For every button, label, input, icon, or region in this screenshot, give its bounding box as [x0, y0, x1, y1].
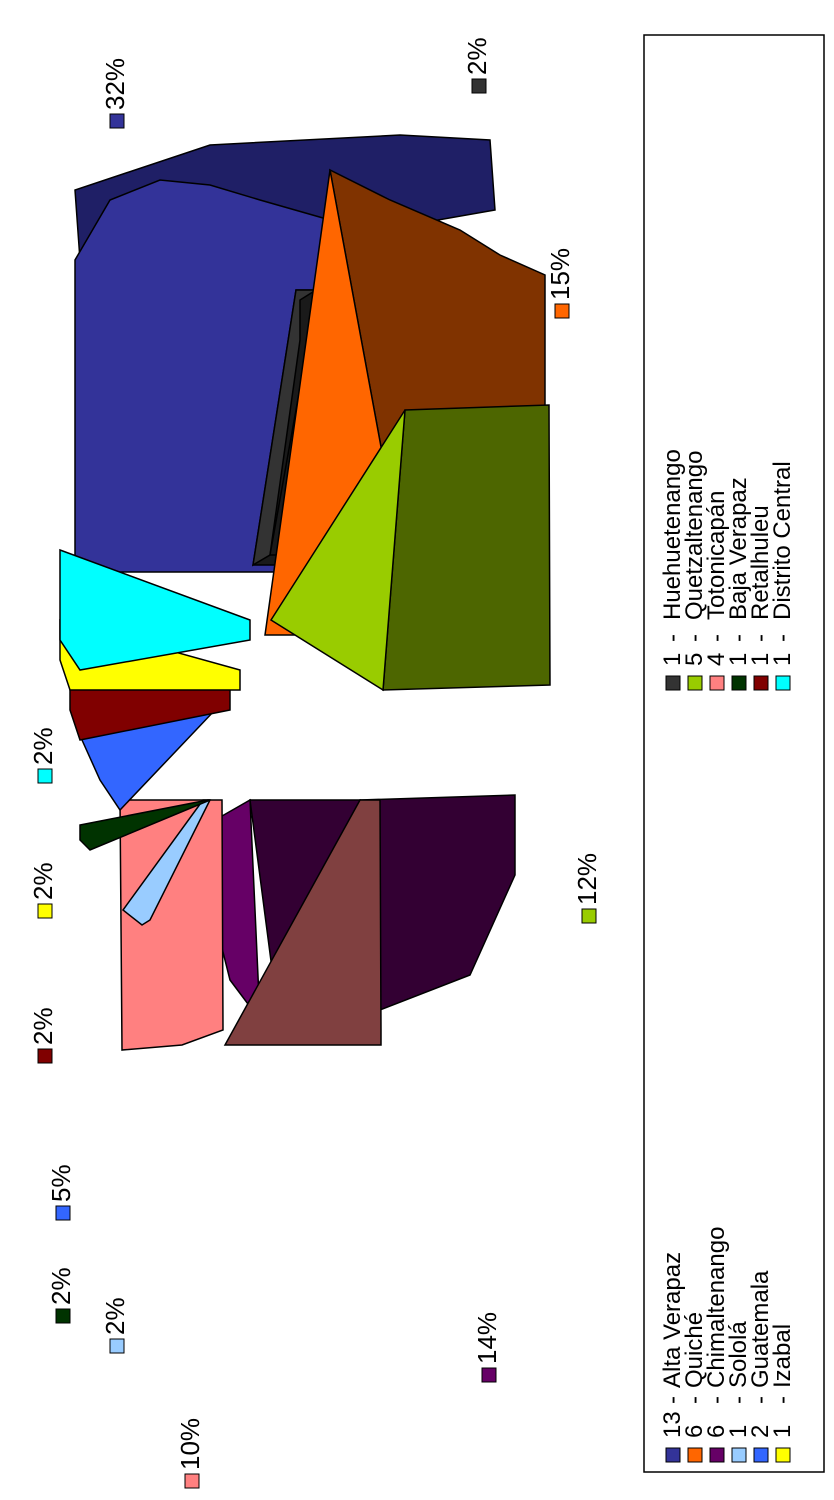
legend-label: Retalhuleu [747, 505, 774, 620]
legend-label: Totonicapán [703, 491, 730, 620]
legend-swatch [687, 1447, 703, 1463]
legend-column-1: 13 - Alta Verapaz 6 - Quiché 6 - Chimalt… [659, 1227, 796, 1463]
legend-swatch [665, 1447, 681, 1463]
legend-item-quetzaltenango: 5 - Quetzaltenango [681, 451, 708, 691]
svg-text:-: - [747, 1396, 774, 1404]
pie-slice-quetzaltenango [269, 409, 406, 692]
legend-swatch [687, 675, 703, 691]
legend-swatch [709, 1447, 725, 1463]
legend-count: 1 [769, 1425, 796, 1438]
pct-izabal: 2% [28, 862, 58, 900]
pct-retalhuleu: 2% [28, 1007, 58, 1045]
legend-swatch [665, 675, 681, 691]
pie-slice-distrito-central [59, 548, 251, 671]
pct-chimaltenango: 14% [472, 1312, 502, 1364]
svg-text:-: - [681, 1396, 708, 1404]
svg-text:-: - [769, 1396, 796, 1404]
pie-slice-quetzaltenango-side [382, 404, 551, 691]
svg-text:-: - [747, 634, 774, 642]
legend-box [643, 34, 825, 1473]
legend-item-solola: 1 - Sololá [725, 1321, 752, 1463]
legend-label: Huehuetenango [659, 449, 686, 620]
legend-label: Sololá [725, 1321, 752, 1388]
svg-text:-: - [769, 634, 796, 642]
legend-item-chimaltenango: 6 - Chimaltenango [703, 1227, 730, 1463]
legend-count: 1 [725, 653, 752, 666]
legend-label: Baja Verapaz [725, 477, 752, 620]
legend-item-guatemala: 2 - Guatemala [747, 1270, 774, 1463]
legend-item-huehuetenango: 1 - Huehuetenango [659, 449, 686, 691]
svg-text:-: - [659, 1396, 686, 1404]
legend-swatch [775, 1447, 791, 1463]
svg-text:-: - [659, 634, 686, 642]
legend-swatch [731, 1447, 747, 1463]
pie-slice-totonicapan [119, 799, 224, 1051]
legend-item-izabal: 1 - Izabal [769, 1324, 796, 1463]
legend-swatch [775, 675, 791, 691]
legend-item-distrito-central: 1 - Distrito Central [769, 461, 796, 691]
legend-count: 2 [747, 1425, 774, 1438]
legend-label: Quetzaltenango [681, 451, 708, 620]
legend-label: Guatemala [747, 1270, 774, 1388]
svg-text:-: - [703, 1396, 730, 1404]
pct-huehuetenango: 2% [462, 37, 492, 75]
legend-count: 6 [681, 1425, 708, 1438]
legend-swatch [731, 675, 747, 691]
legend-count: 1 [725, 1425, 752, 1438]
legend-item-alta-verapaz: 13 - Alta Verapaz [659, 1252, 686, 1463]
pct-quetzaltenango: 12% [572, 853, 602, 905]
svg-text:-: - [725, 1396, 752, 1404]
legend-column-2: 1 - Huehuetenango 5 - Quetzaltenango 4 -… [659, 449, 796, 691]
legend-count: 1 [747, 653, 774, 666]
legend-count: 5 [681, 653, 708, 666]
legend-item-totonicapan: 4 - Totonicapán [703, 491, 730, 691]
pie-slice-totonicapan-side [223, 799, 382, 1046]
legend-count: 6 [703, 1425, 730, 1438]
legend-item-quiche: 6 - Quiché [681, 1312, 708, 1463]
pct-totonicapan: 10% [175, 1418, 205, 1470]
legend-swatch [753, 1447, 769, 1463]
svg-text:-: - [681, 634, 708, 642]
svg-text:-: - [703, 634, 730, 642]
legend-label: Chimaltenango [703, 1227, 730, 1388]
legend-swatch [709, 675, 725, 691]
legend-count: 1 [659, 653, 686, 666]
pct-baja-verapaz: 2% [46, 1267, 76, 1305]
pct-guatemala: 5% [46, 1164, 76, 1202]
pie-slice-baja-verapaz [79, 799, 211, 851]
pct-solola: 2% [100, 1297, 130, 1335]
legend-swatch [753, 675, 769, 691]
legend-label: Quiché [681, 1312, 708, 1388]
legend-item-retalhuleu: 1 - Retalhuleu [747, 505, 774, 691]
pct-quiche: 15% [545, 248, 575, 300]
legend-count: 4 [703, 653, 730, 666]
legend-count: 1 [769, 653, 796, 666]
pct-alta-verapaz: 32% [100, 58, 130, 110]
svg-text:-: - [725, 634, 752, 642]
legend-count: 13 [659, 1411, 686, 1438]
legend-label: Distrito Central [769, 461, 796, 620]
legend-label: Alta Verapaz [659, 1252, 686, 1388]
legend-item-baja-verapaz: 1 - Baja Verapaz [725, 477, 752, 691]
legend-label: Izabal [769, 1324, 796, 1388]
pct-distrito-central: 2% [28, 727, 58, 765]
